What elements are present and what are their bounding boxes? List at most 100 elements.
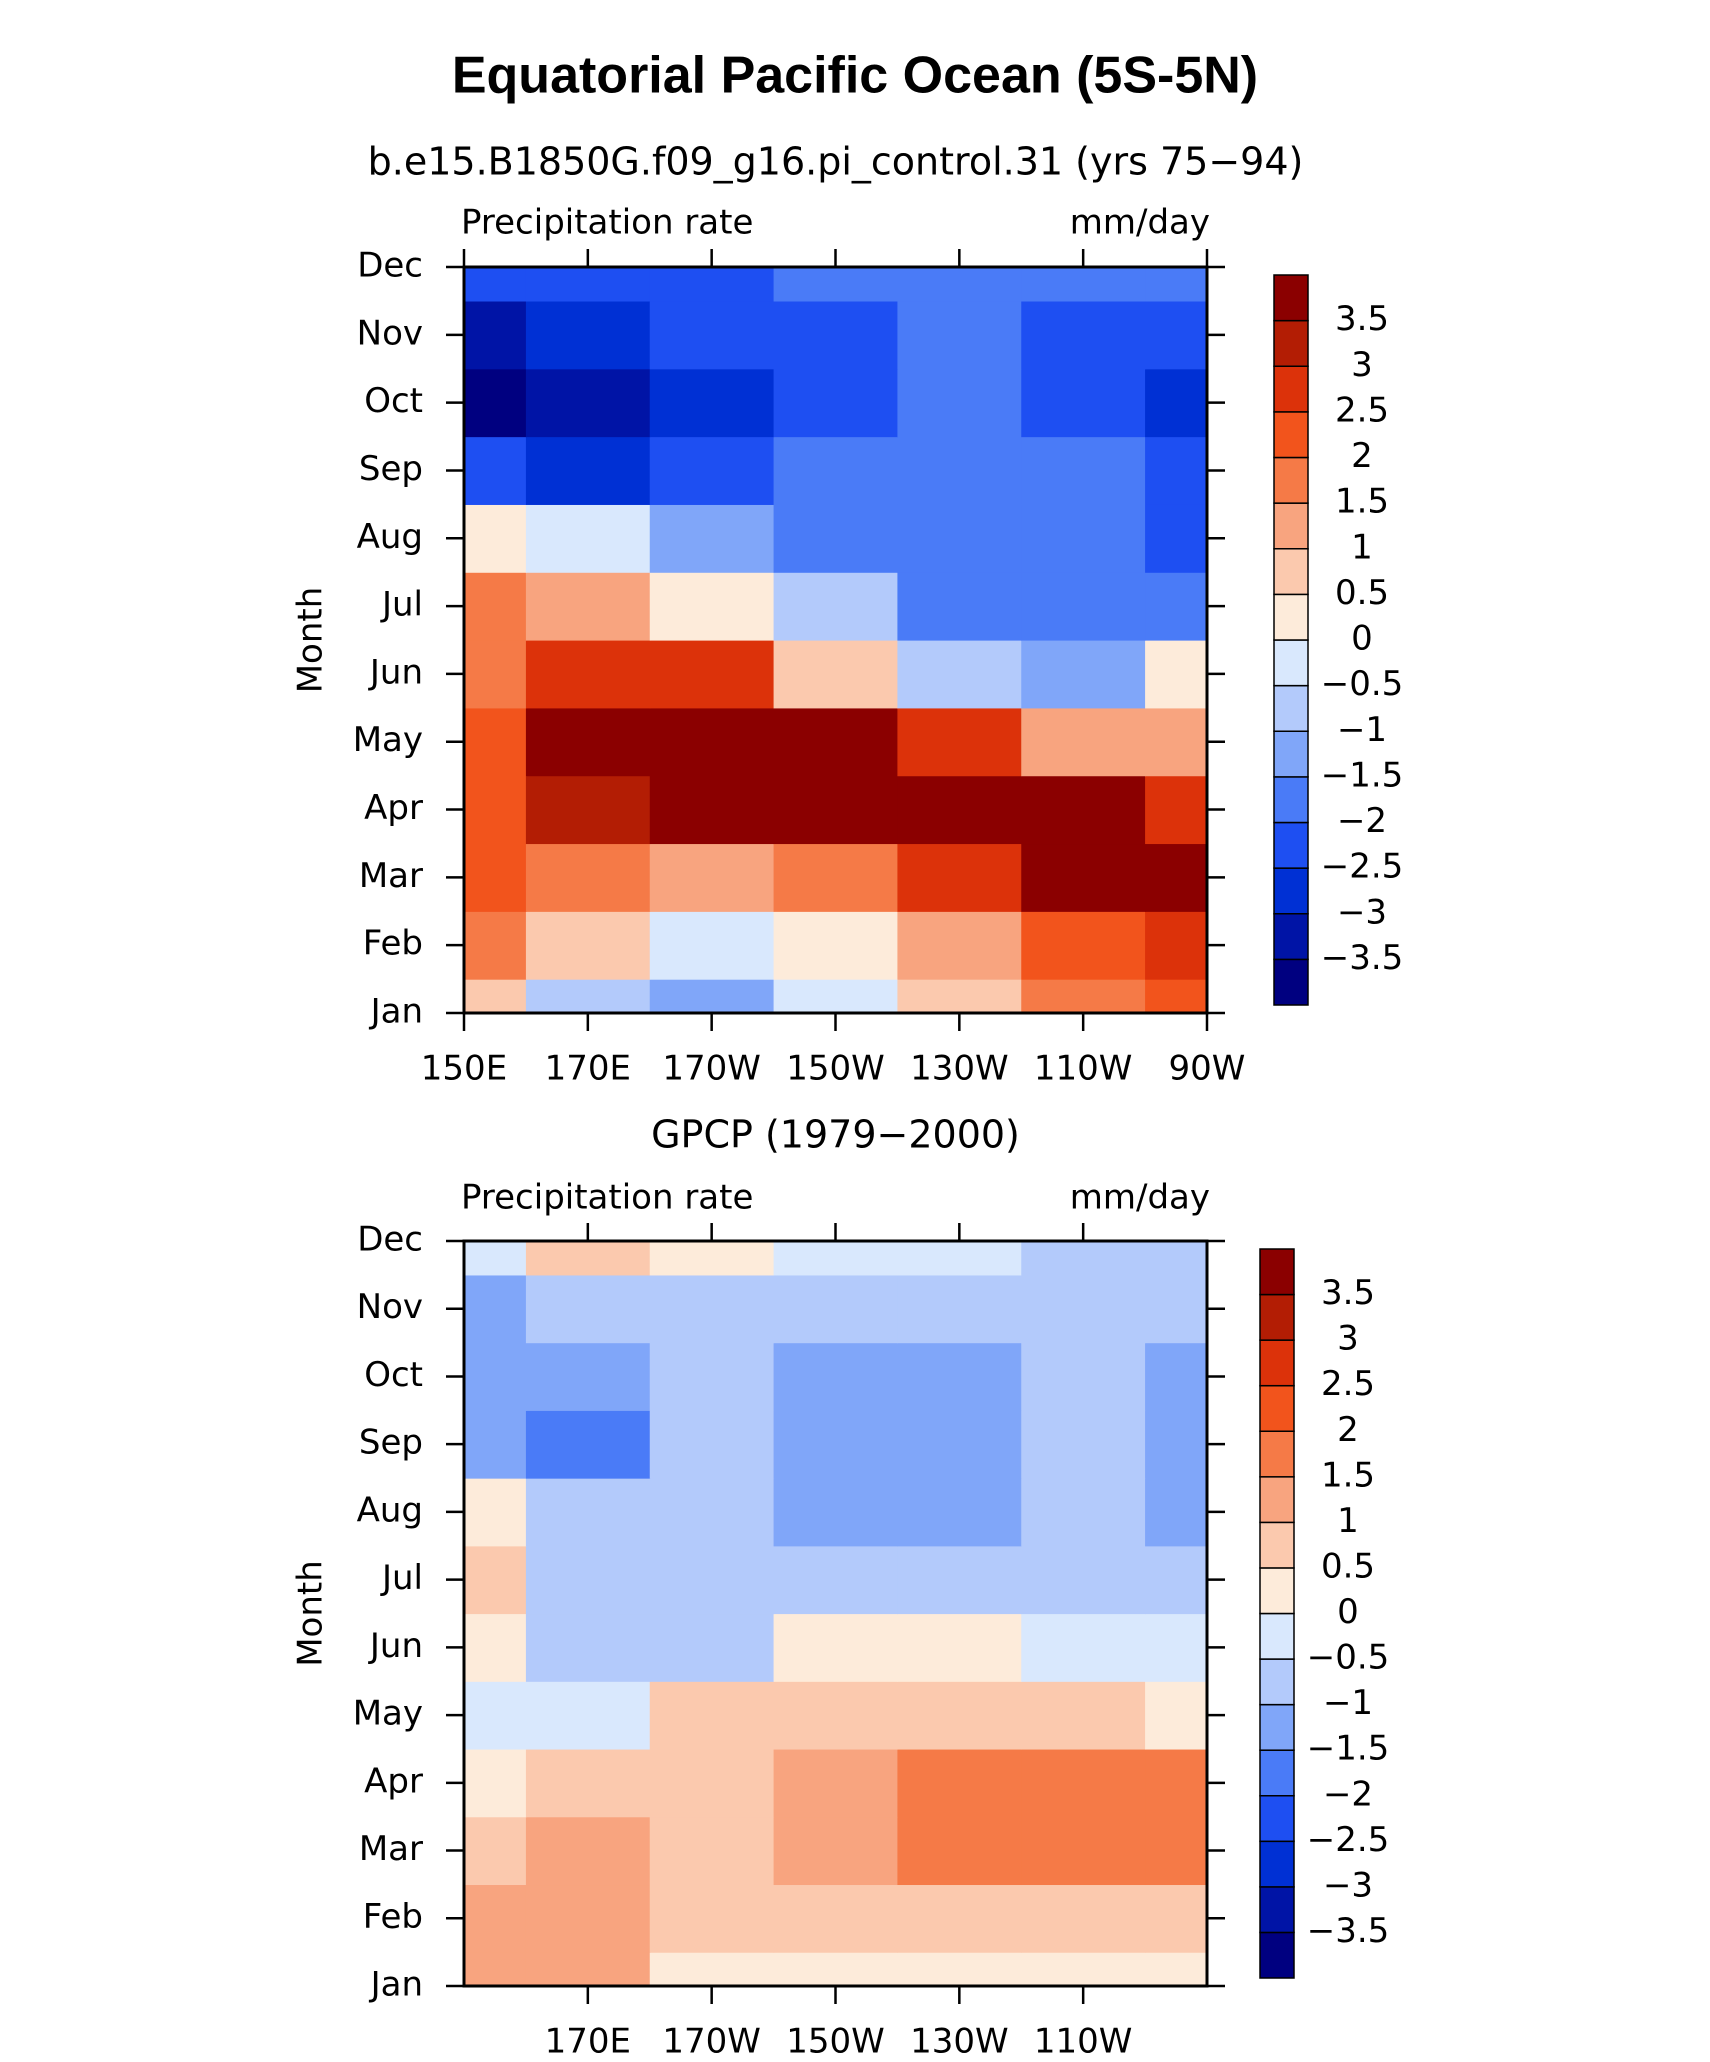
y-tick-label: Apr <box>364 1761 423 1801</box>
x-tick-label: 170W <box>662 2022 761 2062</box>
contour-cell <box>1021 1952 1146 1986</box>
colorbar-box <box>1273 730 1309 778</box>
colorbar-box <box>1273 639 1309 687</box>
colorbar-label: −3.5 <box>1321 938 1404 978</box>
colorbar-label: 0.5 <box>1335 573 1389 613</box>
contour-cell <box>525 1681 651 1750</box>
contour-cell <box>897 1274 1022 1344</box>
contour-cell <box>525 267 651 302</box>
contour-cell <box>1021 1241 1146 1276</box>
colorbar-label: 3.5 <box>1335 299 1389 339</box>
contour-cell <box>773 775 899 845</box>
contour-cell <box>773 504 899 573</box>
contour-cell <box>464 300 527 370</box>
contour-cell <box>773 368 899 438</box>
colorbar-box <box>1259 1521 1295 1569</box>
colorbar-box <box>1273 274 1309 322</box>
colorbar-box <box>1273 411 1309 459</box>
contour-cell <box>1021 504 1146 573</box>
x-tick-label: 130W <box>910 1049 1009 1089</box>
panel-title: GPCP (1979−2000) <box>651 1113 1020 1157</box>
contour-cell <box>525 1410 651 1479</box>
contour-cell <box>1021 1884 1146 1953</box>
contour-cell <box>773 1748 899 1818</box>
left-string: Precipitation rate <box>461 1178 753 1218</box>
left-string: Precipitation rate <box>461 203 753 243</box>
contour-cell <box>897 640 1022 709</box>
contour-cell <box>525 1952 651 1986</box>
contour-cell <box>1145 1748 1207 1818</box>
contour-cell <box>773 843 899 912</box>
contour-cell <box>1145 504 1207 573</box>
contour-cell <box>1145 640 1207 709</box>
x-tick-label: 150W <box>786 2022 885 2062</box>
colorbar-box <box>1259 1749 1295 1797</box>
contour-cell <box>1021 640 1146 709</box>
contour-cell <box>464 267 527 302</box>
contour-cell <box>525 504 651 573</box>
contour-cell <box>464 1884 527 1953</box>
colorbar-label: 1 <box>1351 527 1373 567</box>
contour-cell <box>525 1884 651 1953</box>
contour-cell <box>897 368 1022 438</box>
contour-cell <box>773 640 899 709</box>
colorbar-label: −0.5 <box>1307 1638 1390 1678</box>
contour-cell <box>1021 775 1146 845</box>
right-string: mm/day <box>1070 1178 1210 1218</box>
y-tick-label: Jun <box>368 1626 423 1666</box>
contour-cell <box>1145 1952 1207 1986</box>
y-tick-label: Sep <box>359 449 423 489</box>
contour-cell <box>649 1478 775 1547</box>
contour-cell <box>525 979 651 1013</box>
contour-cell <box>464 707 527 777</box>
contour-cell <box>1145 572 1207 641</box>
contour-cell <box>1145 436 1207 505</box>
x-tick-label: 170W <box>662 1049 761 1089</box>
contour-cell <box>525 1545 651 1615</box>
colorbar-label: −3.5 <box>1307 1911 1390 1951</box>
contour-cell <box>649 1748 775 1818</box>
contour-cell <box>1021 1274 1146 1344</box>
contour-cell <box>1145 1816 1207 1886</box>
y-tick-label: May <box>353 1694 423 1734</box>
contour-cell <box>1021 1681 1146 1750</box>
contour-cell <box>1021 1748 1146 1818</box>
contour-cell <box>525 1241 651 1276</box>
contour-cell <box>649 1342 775 1411</box>
contour-cell <box>1145 1342 1207 1411</box>
contour-cell <box>773 300 899 370</box>
contour-cell <box>773 572 899 641</box>
colorbar-box <box>1259 1931 1295 1979</box>
contour-cell <box>897 436 1022 505</box>
contour-cell <box>897 300 1022 370</box>
right-string: mm/day <box>1070 203 1210 243</box>
contour-cell <box>464 1274 527 1344</box>
contour-cell <box>464 911 527 980</box>
contour-cell <box>773 1410 899 1479</box>
contour-cell <box>1021 911 1146 980</box>
contour-cell <box>464 640 527 709</box>
contour-cell <box>897 979 1022 1013</box>
contour-cell <box>1021 1478 1146 1547</box>
contour-cell <box>897 1884 1022 1953</box>
contour-cell <box>464 1478 527 1547</box>
colorbar-label: −1.5 <box>1321 755 1404 795</box>
contour-cell <box>649 300 775 370</box>
contour-cell <box>464 504 527 573</box>
contour-cell <box>1021 1545 1146 1615</box>
contour-cell <box>464 1410 527 1479</box>
contour-cell <box>1021 267 1146 302</box>
figure-title: Equatorial Pacific Ocean (5S-5N) <box>452 47 1258 105</box>
colorbar-label: −2.5 <box>1321 847 1404 887</box>
panel-title: b.e15.B1850G.f09_g16.pi_control.31 (yrs … <box>368 140 1304 184</box>
contour-cell <box>525 775 651 845</box>
contour-cell <box>464 1613 527 1682</box>
colorbar-label: 3 <box>1351 345 1373 385</box>
colorbar-label: −2.5 <box>1307 1820 1390 1860</box>
colorbar-box <box>1259 1430 1295 1478</box>
contour-cell <box>1145 707 1207 777</box>
contour-cell <box>1145 1884 1207 1953</box>
colorbar-box <box>1259 1658 1295 1706</box>
y-tick-label: Mar <box>359 856 423 896</box>
contour-cell <box>897 1410 1022 1479</box>
